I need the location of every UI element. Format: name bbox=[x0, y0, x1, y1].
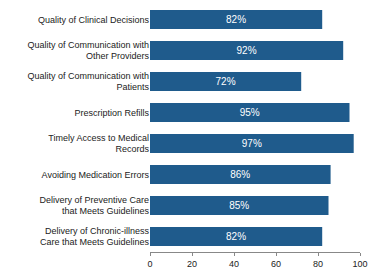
svg-text:60: 60 bbox=[271, 259, 281, 269]
svg-text:72%: 72% bbox=[216, 76, 236, 87]
svg-text:0: 0 bbox=[147, 259, 152, 269]
svg-text:Delivery of Chronic-illnessCar: Delivery of Chronic-illnessCare that Mee… bbox=[40, 226, 150, 248]
svg-text:92%: 92% bbox=[237, 45, 257, 56]
svg-text:Quality of Communication withP: Quality of Communication withPatients bbox=[27, 71, 149, 93]
svg-text:100: 100 bbox=[352, 259, 367, 269]
svg-text:85%: 85% bbox=[229, 200, 249, 211]
svg-text:Delivery of Preventive Caretha: Delivery of Preventive Carethat Meets Gu… bbox=[39, 195, 149, 217]
svg-text:86%: 86% bbox=[230, 169, 250, 180]
svg-text:Prescription Refills: Prescription Refills bbox=[74, 108, 149, 118]
svg-text:Timely Access to MedicalRecord: Timely Access to MedicalRecords bbox=[48, 133, 149, 155]
svg-text:20: 20 bbox=[187, 259, 197, 269]
svg-text:97%: 97% bbox=[242, 138, 262, 149]
svg-text:80: 80 bbox=[313, 259, 323, 269]
svg-text:40: 40 bbox=[229, 259, 239, 269]
svg-text:82%: 82% bbox=[226, 231, 246, 242]
svg-text:Quality of Communication withO: Quality of Communication withOther Provi… bbox=[27, 40, 149, 62]
svg-text:82%: 82% bbox=[226, 14, 246, 25]
svg-text:95%: 95% bbox=[240, 107, 260, 118]
svg-text:Avoiding Medication Errors: Avoiding Medication Errors bbox=[42, 170, 150, 180]
svg-text:Quality of Clinical Decisions: Quality of Clinical Decisions bbox=[38, 15, 150, 25]
